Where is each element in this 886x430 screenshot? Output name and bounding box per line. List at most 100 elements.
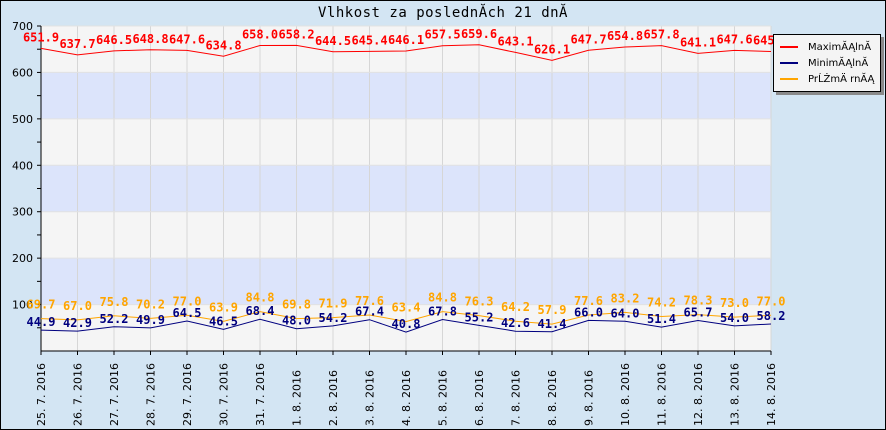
svg-text:69.8: 69.8 <box>282 298 311 312</box>
svg-text:651.9: 651.9 <box>23 30 59 44</box>
svg-text:64.2: 64.2 <box>501 300 530 314</box>
svg-text:29. 7. 2016: 29. 7. 2016 <box>181 363 194 426</box>
svg-text:84.8: 84.8 <box>246 291 275 305</box>
svg-text:647.7: 647.7 <box>570 32 606 46</box>
svg-text:75.8: 75.8 <box>100 295 129 309</box>
legend-item-min: MinimĂĄlnĂ­ <box>780 56 868 70</box>
svg-text:11. 8. 2016: 11. 8. 2016 <box>656 363 669 426</box>
svg-text:51.4: 51.4 <box>647 312 676 326</box>
svg-text:63.4: 63.4 <box>392 301 421 315</box>
svg-text:13. 8. 2016: 13. 8. 2016 <box>729 363 742 426</box>
svg-text:41.4: 41.4 <box>538 317 567 331</box>
svg-text:647.6: 647.6 <box>716 32 752 46</box>
svg-text:100: 100 <box>12 299 33 312</box>
svg-text:63.9: 63.9 <box>209 300 238 314</box>
svg-text:77.6: 77.6 <box>574 294 603 308</box>
svg-text:83.2: 83.2 <box>611 291 640 305</box>
svg-text:500: 500 <box>12 113 33 126</box>
svg-text:74.2: 74.2 <box>647 296 676 310</box>
svg-text:30. 7. 2016: 30. 7. 2016 <box>218 363 231 426</box>
svg-text:634.8: 634.8 <box>205 38 241 52</box>
svg-text:57.9: 57.9 <box>538 303 567 317</box>
svg-text:77.0: 77.0 <box>173 294 202 308</box>
svg-text:46.5: 46.5 <box>209 314 238 328</box>
svg-text:25. 7. 2016: 25. 7. 2016 <box>35 363 48 426</box>
svg-text:658.2: 658.2 <box>278 27 314 41</box>
svg-text:70.2: 70.2 <box>136 297 165 311</box>
svg-text:49.9: 49.9 <box>136 313 165 327</box>
svg-text:58.2: 58.2 <box>757 309 786 323</box>
svg-text:300: 300 <box>12 206 33 219</box>
svg-text:76.3: 76.3 <box>465 295 494 309</box>
svg-text:31. 7. 2016: 31. 7. 2016 <box>254 363 267 426</box>
svg-text:626.1: 626.1 <box>534 42 570 56</box>
svg-text:64.5: 64.5 <box>173 306 202 320</box>
svg-text:648.8: 648.8 <box>132 32 168 46</box>
svg-text:7. 8. 2016: 7. 8. 2016 <box>510 370 523 426</box>
svg-text:27. 7. 2016: 27. 7. 2016 <box>108 363 121 426</box>
svg-text:200: 200 <box>12 252 33 265</box>
svg-text:644.5: 644.5 <box>315 34 351 48</box>
svg-text:5. 8. 2016: 5. 8. 2016 <box>437 370 450 426</box>
svg-text:55.2: 55.2 <box>465 310 494 324</box>
svg-text:645.4: 645.4 <box>351 33 387 47</box>
legend-item-max: MaximĂĄlnĂ­ <box>780 40 871 54</box>
svg-text:657.5: 657.5 <box>424 28 460 42</box>
svg-text:600: 600 <box>12 66 33 79</box>
chart-title: Vlhkost za poslednĂ­ch 21 dnĂ­ <box>317 5 568 21</box>
svg-text:12. 8. 2016: 12. 8. 2016 <box>692 363 705 426</box>
svg-text:66.0: 66.0 <box>574 305 603 319</box>
svg-text:647.6: 647.6 <box>169 32 205 46</box>
svg-text:68.4: 68.4 <box>246 304 275 318</box>
legend: MaximĂĄlnĂ­ MinimĂĄlnĂ­ PrĹŻmÄ rnĂĄ <box>773 34 881 92</box>
svg-text:52.2: 52.2 <box>100 312 129 326</box>
svg-text:64.0: 64.0 <box>611 306 640 320</box>
svg-text:40.8: 40.8 <box>392 317 421 331</box>
svg-text:10. 8. 2016: 10. 8. 2016 <box>619 363 632 426</box>
svg-text:71.9: 71.9 <box>319 297 348 311</box>
svg-text:700: 700 <box>12 20 33 33</box>
legend-swatch-icon <box>780 62 798 64</box>
svg-text:73.0: 73.0 <box>720 296 749 310</box>
svg-text:6. 8. 2016: 6. 8. 2016 <box>473 370 486 426</box>
svg-text:400: 400 <box>12 159 33 172</box>
svg-text:3. 8. 2016: 3. 8. 2016 <box>364 370 377 426</box>
legend-swatch-icon <box>780 78 798 80</box>
svg-text:67.4: 67.4 <box>355 305 384 319</box>
svg-text:84.8: 84.8 <box>428 291 457 305</box>
svg-text:646.1: 646.1 <box>388 33 424 47</box>
svg-text:67.8: 67.8 <box>428 305 457 319</box>
svg-text:77.0: 77.0 <box>757 294 786 308</box>
svg-text:641.1: 641.1 <box>680 35 716 49</box>
svg-text:2. 8. 2016: 2. 8. 2016 <box>327 370 340 426</box>
svg-text:42.9: 42.9 <box>63 316 92 330</box>
legend-item-avg: PrĹŻmÄ rnĂĄ <box>780 72 874 86</box>
svg-text:9. 8. 2016: 9. 8. 2016 <box>583 370 596 426</box>
svg-text:54.0: 54.0 <box>720 311 749 325</box>
svg-text:77.6: 77.6 <box>355 294 384 308</box>
svg-text:4. 8. 2016: 4. 8. 2016 <box>400 370 413 426</box>
svg-text:65.7: 65.7 <box>684 305 713 319</box>
svg-text:658.0: 658.0 <box>242 28 278 42</box>
svg-text:643.1: 643.1 <box>497 34 533 48</box>
svg-text:14. 8. 2016: 14. 8. 2016 <box>765 363 778 426</box>
svg-text:657.8: 657.8 <box>643 28 679 42</box>
svg-text:42.6: 42.6 <box>501 316 530 330</box>
svg-text:26. 7. 2016: 26. 7. 2016 <box>72 363 85 426</box>
svg-text:44.9: 44.9 <box>27 315 56 329</box>
svg-text:659.6: 659.6 <box>461 27 497 41</box>
legend-swatch-icon <box>780 46 798 48</box>
svg-text:8. 8. 2016: 8. 8. 2016 <box>546 370 559 426</box>
svg-text:67.0: 67.0 <box>63 299 92 313</box>
svg-text:646.5: 646.5 <box>96 33 132 47</box>
svg-text:654.8: 654.8 <box>607 29 643 43</box>
svg-text:78.3: 78.3 <box>684 294 713 308</box>
svg-text:1. 8. 2016: 1. 8. 2016 <box>291 370 304 426</box>
svg-text:69.7: 69.7 <box>27 298 56 312</box>
svg-text:28. 7. 2016: 28. 7. 2016 <box>145 363 158 426</box>
svg-text:637.7: 637.7 <box>59 37 95 51</box>
svg-text:54.2: 54.2 <box>319 311 348 325</box>
svg-text:48.0: 48.0 <box>282 314 311 328</box>
